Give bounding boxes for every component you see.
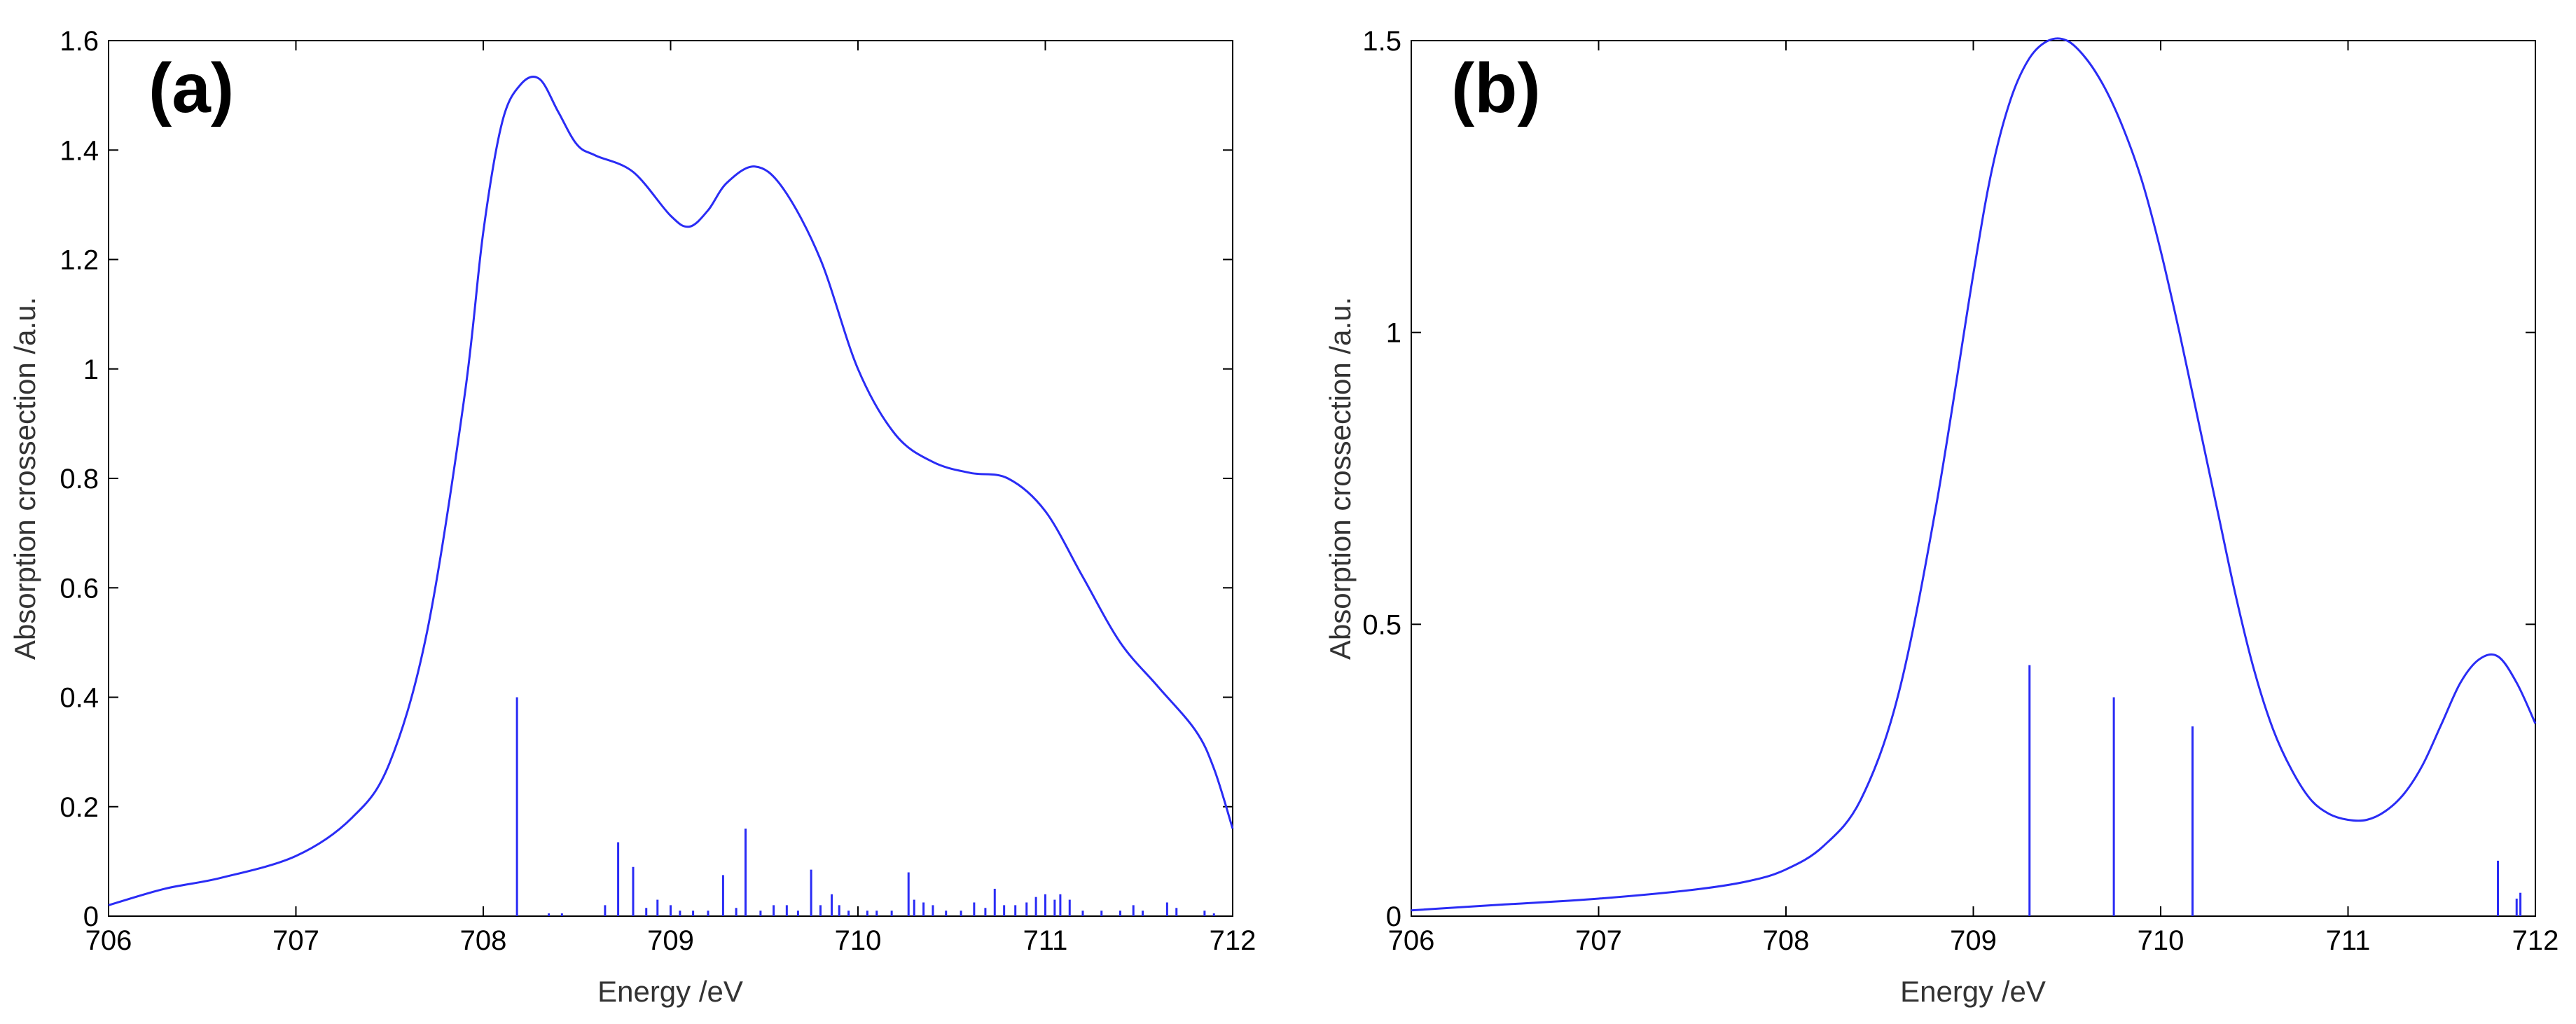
x-tick-label: 712: [1210, 925, 1256, 956]
panel-b-x-ticks: 706 707 708 709 710 711 712: [1388, 41, 2559, 956]
x-tick-label: 711: [1023, 925, 1068, 956]
panel-b-x-axis-title: Energy /eV: [1900, 975, 2046, 1008]
panel-a-y-ticks: 0 0.2 0.4 0.6 0.8 1 1.2 1.4 1.6: [60, 26, 1233, 932]
y-tick-label: 0.2: [60, 792, 99, 823]
y-tick-label: 1.4: [60, 135, 99, 166]
x-tick-label: 707: [272, 925, 319, 956]
y-tick-label: 0.6: [60, 573, 99, 604]
panel-b-sticks: [2028, 665, 2522, 916]
y-tick-label: 0: [83, 901, 99, 932]
x-tick-label: 712: [2512, 925, 2559, 956]
x-tick-label: 708: [1763, 925, 1810, 956]
panel-a-plot-area: [108, 40, 1233, 917]
panel-b-y-axis-title: Absorption crossection /a.u.: [1324, 297, 1357, 660]
y-tick-label: 0.5: [1362, 609, 1401, 640]
y-tick-label: 1.2: [60, 245, 99, 276]
panel-b-absorption-curve: [1411, 37, 2537, 912]
x-tick-label: 711: [2326, 925, 2371, 956]
y-tick-label: 1.6: [60, 26, 99, 57]
panel-a-y-axis-title: Absorption crossection /a.u.: [8, 297, 41, 660]
x-tick-label: 709: [647, 925, 694, 956]
x-tick-label: 709: [1950, 925, 1997, 956]
panel-b-label: (b): [1451, 49, 1541, 127]
panel-b-y-ticks: 0 0.5 1 1.5: [1362, 26, 2535, 932]
y-tick-label: 1.5: [1362, 26, 1401, 57]
x-tick-label: 706: [1388, 925, 1435, 956]
x-tick-label: 708: [460, 925, 507, 956]
x-tick-label: 710: [2138, 925, 2184, 956]
y-tick-label: 0.8: [60, 464, 99, 494]
y-tick-label: 0: [1386, 901, 1401, 932]
y-tick-label: 1: [83, 354, 99, 385]
y-tick-label: 0.4: [60, 683, 99, 714]
panel-a: 706 707 708 709 710 711 712 0 0.2 0.4 0.6 0.8 1 1.2 1…: [8, 26, 1256, 1008]
panel-b-plot-area: [1411, 40, 2536, 917]
panel-a-label: (a): [148, 49, 234, 127]
panel-a-x-ticks: 706 707 708 709 710 711 712: [85, 41, 1256, 956]
panel-b: 706 707 708 709 710 711 712 0 0.5 1 1.5 (b) Energ…: [1324, 26, 2558, 1008]
x-tick-label: 707: [1575, 925, 1622, 956]
y-tick-label: 1: [1386, 318, 1401, 349]
x-tick-label: 706: [85, 925, 132, 956]
panel-a-x-axis-title: Energy /eV: [597, 975, 743, 1008]
panel-a-absorption-curve: [108, 76, 1234, 906]
x-tick-label: 710: [835, 925, 882, 956]
panel-a-sticks: [515, 697, 1215, 916]
